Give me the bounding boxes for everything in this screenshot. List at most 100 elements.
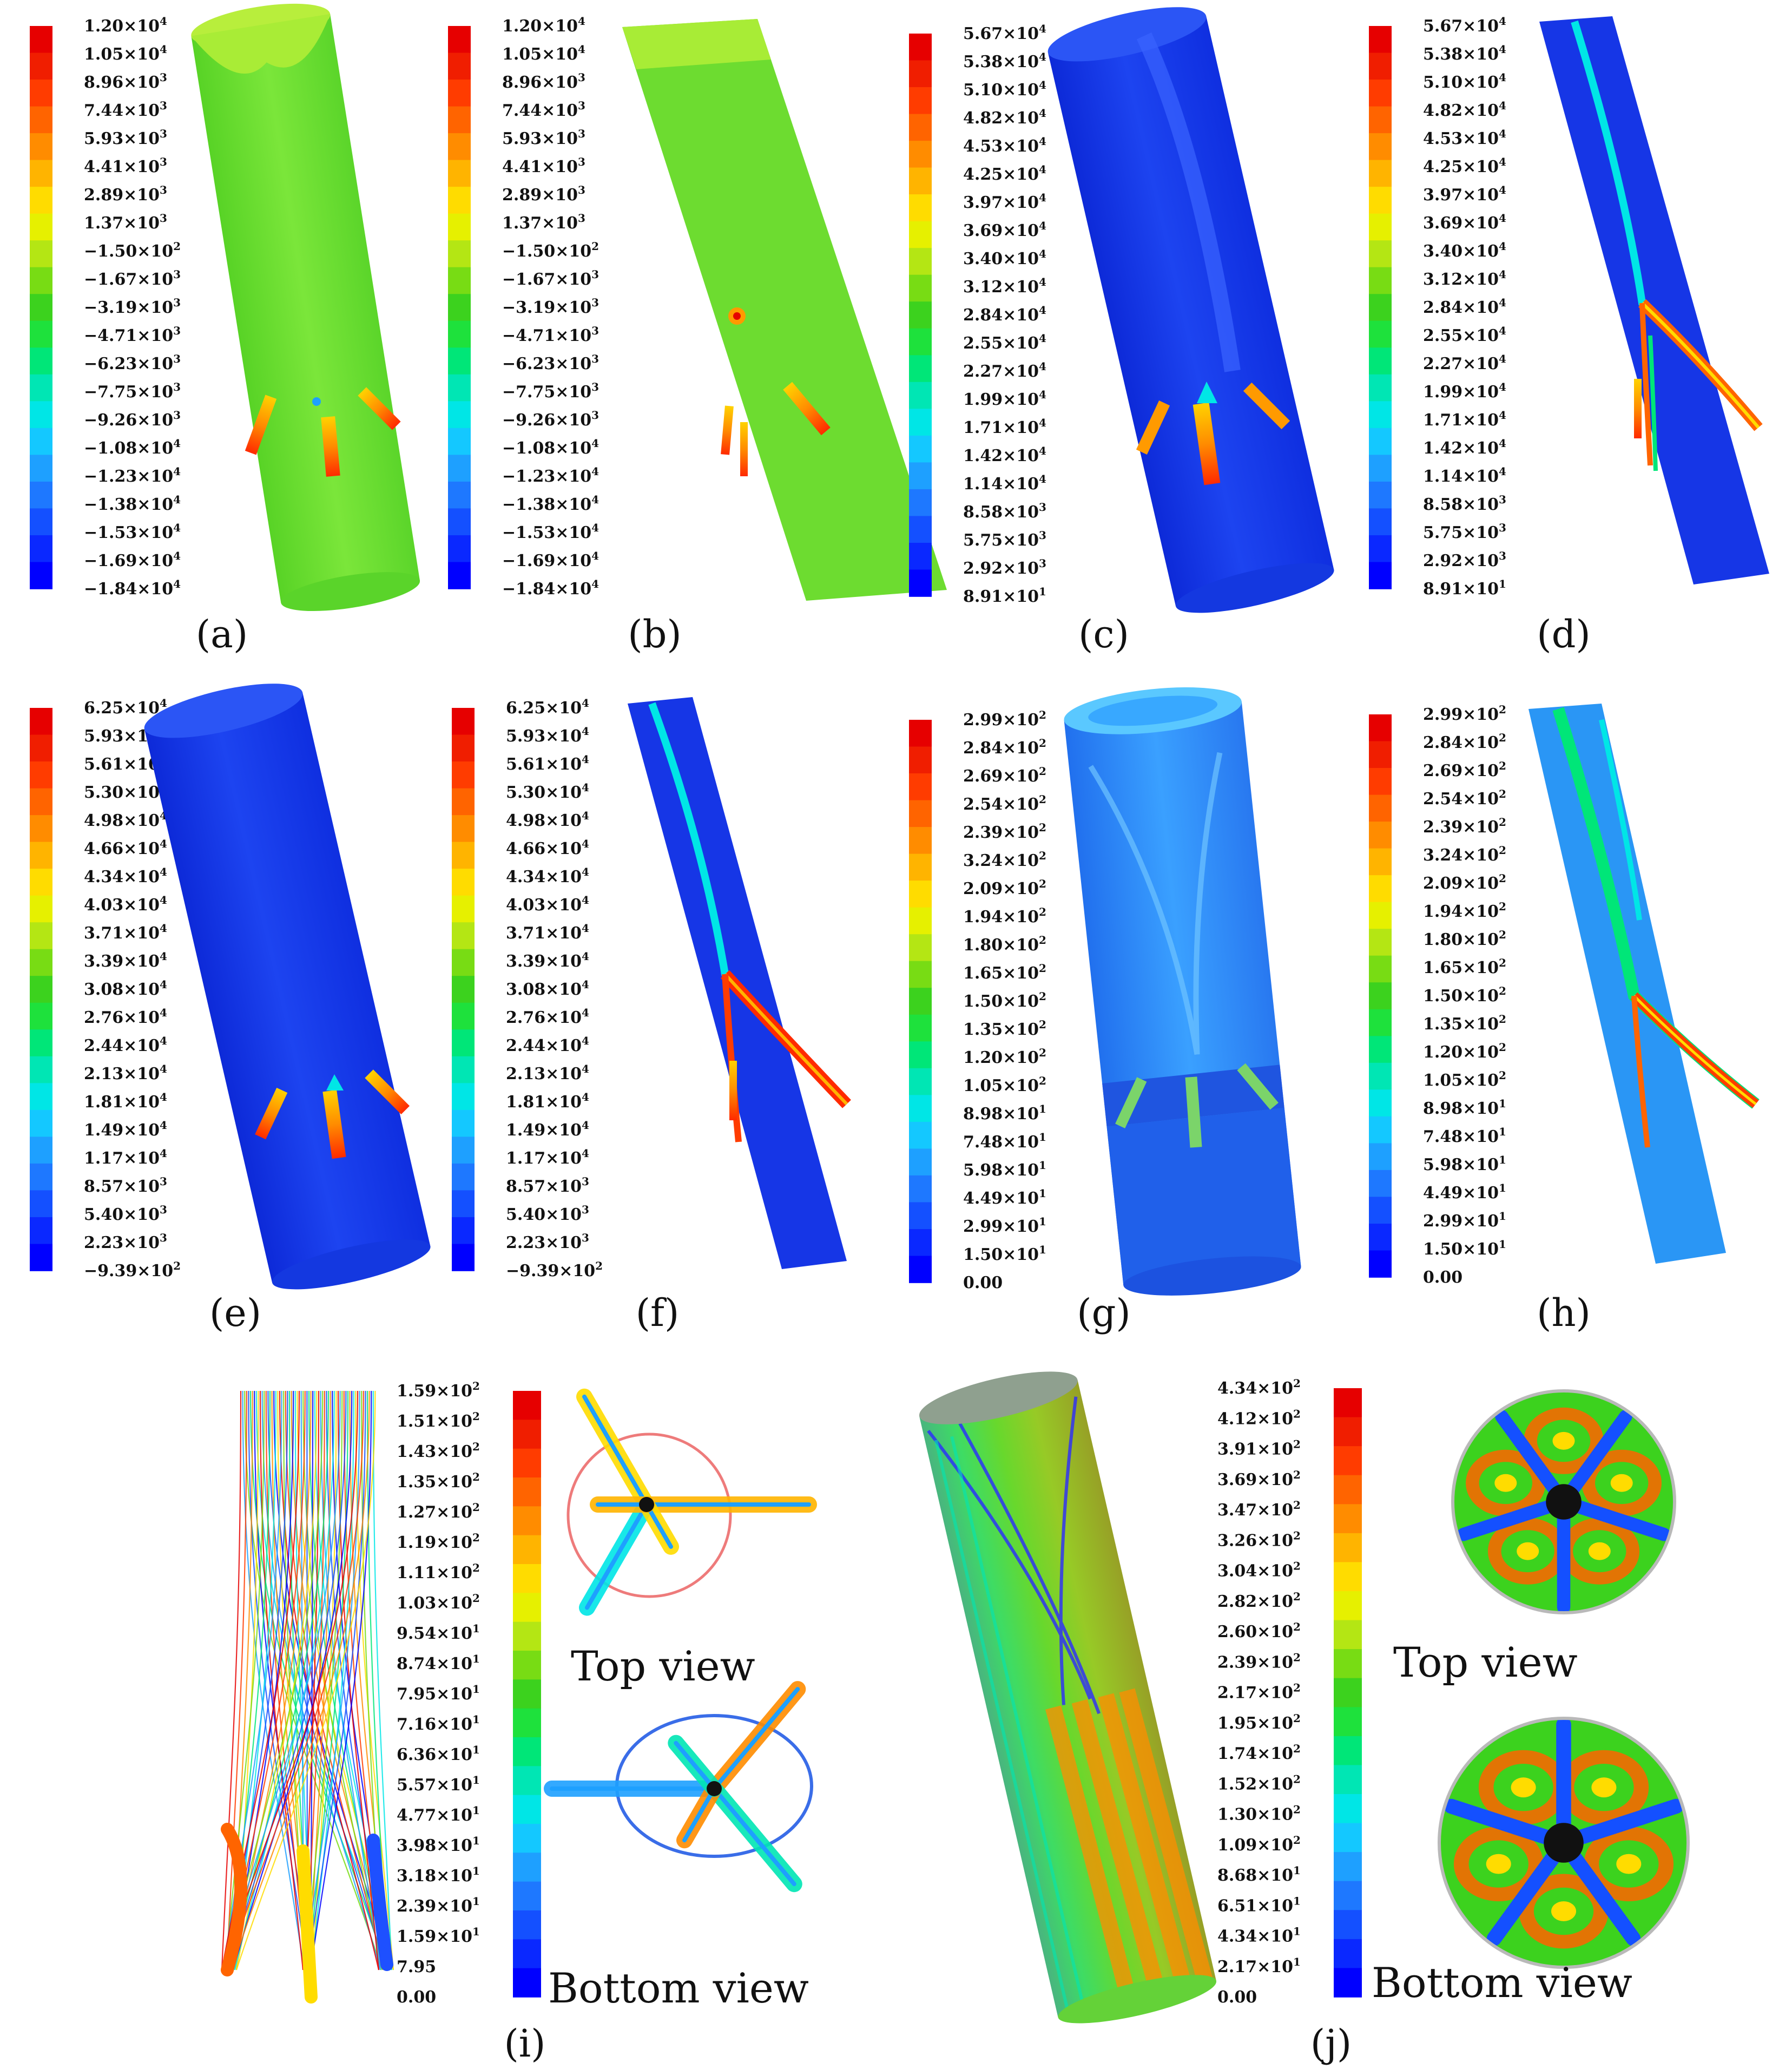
colorbar-swatch [1334, 1707, 1362, 1737]
vortex-cell-eye [1511, 1777, 1536, 1798]
streamline [248, 1390, 308, 1971]
colorbar-swatch [30, 374, 52, 402]
colorbar-tick-label: 4.25×104 [1423, 155, 1506, 176]
colorbar-tick-label: 2.99×101 [1423, 1210, 1506, 1231]
colorbar-swatch [448, 508, 471, 536]
colorbar-swatch [1334, 1939, 1362, 1969]
colorbar-tick-label: 4.41×103 [502, 155, 585, 176]
colorbar-tick-label: 1.27×102 [397, 1501, 480, 1522]
streamlines-side-view-i [221, 1390, 394, 2004]
colorbar-tick-label: 1.74×102 [1217, 1742, 1301, 1763]
panel-b: 1.20×104 1.05×104 8.96×103 7.44×103 5.93×103… [448, 15, 947, 656]
colorbar-swatch [30, 481, 52, 509]
colorbar-swatch [909, 141, 932, 168]
colorbar-tick-label: −1.08×104 [84, 437, 181, 458]
colorbar-tick-label: 3.39×104 [506, 950, 589, 971]
colorbar-swatch [30, 52, 52, 80]
colorbar-tick-label: 2.82×102 [1217, 1590, 1301, 1611]
colorbar-tick-label: 1.35×102 [963, 1018, 1046, 1039]
streamline [222, 1390, 341, 1971]
colorbar-swatch [1334, 1475, 1362, 1505]
colorbar-swatch [513, 1910, 541, 1940]
colorbar-tick-label: 1.71×104 [963, 416, 1046, 437]
colorbar-swatch [909, 720, 932, 747]
colorbar-tick-label: 1.19×102 [397, 1531, 480, 1552]
colorbar-swatch [513, 1881, 541, 1911]
colorbar-swatch [30, 1029, 52, 1057]
streamline [226, 1390, 364, 1971]
streamline [320, 1390, 381, 1971]
colorbar-swatch [513, 1824, 541, 1854]
colorbar-tick-label: 6.51×101 [1217, 1894, 1301, 1915]
streamline-arm-core [674, 1740, 716, 1791]
panel-d: 5.67×104 5.38×104 5.10×104 4.82×104 4.53×104… [1369, 15, 1769, 656]
colorbar-swatch [909, 60, 932, 88]
colorbar-swatch [909, 34, 932, 61]
colorbar-swatch [1369, 562, 1392, 589]
colorbar-swatch [30, 788, 52, 816]
panel-c: 5.67×104 5.38×104 5.10×104 4.82×104 4.53×104… [909, 7, 1334, 656]
colorbar-tick-label: 7.44×103 [84, 99, 167, 120]
colorbar-tick-label: 4.77×101 [397, 1804, 480, 1825]
colorbar-swatch [1369, 428, 1392, 456]
colorbar-tick-label: 8.58×103 [963, 501, 1046, 522]
colorbar-tick-label: −1.69×104 [84, 549, 181, 570]
colorbar-swatch [909, 435, 932, 463]
streamline [267, 1390, 386, 1971]
colorbar-swatch [1369, 187, 1392, 214]
colorbar-tick-label: 5.40×103 [506, 1203, 589, 1224]
colorbar-tick-label: 2.69×102 [963, 765, 1046, 786]
streamline [261, 1390, 381, 1971]
streamline-arm-core [712, 1687, 800, 1791]
colorbar-tick-label: 5.75×103 [963, 529, 1046, 550]
colorbar-swatch [452, 922, 475, 950]
colorbar-swatch [909, 569, 932, 597]
colorbar-tick-label: 2.55×104 [963, 332, 1046, 353]
colorbar-swatch [1369, 929, 1392, 956]
colorbar-swatch [30, 294, 52, 321]
colorbar-swatch [513, 1391, 541, 1421]
colorbar-tick-label: 4.12×102 [1217, 1407, 1301, 1428]
colorbar-swatch [448, 401, 471, 429]
colorbar-swatch [452, 734, 475, 762]
colorbar-tick-label: 2.44×104 [506, 1034, 589, 1055]
colorbar-swatch [513, 1679, 541, 1709]
colorbar-tick-label: 3.24×102 [1423, 844, 1506, 865]
colorbar-swatch [1369, 902, 1392, 929]
colorbar-tick-label: 1.65×102 [963, 962, 1046, 983]
colorbar-tick-label: 1.49×104 [506, 1119, 589, 1140]
colorbar-swatch [1334, 1678, 1362, 1708]
colorbar-tick-label: 0.00 [1217, 1988, 1257, 2007]
colorbar-swatch [1369, 875, 1392, 903]
vortex-cell-eye [1494, 1474, 1517, 1492]
colorbar-swatch [909, 1202, 932, 1230]
colorbar-swatch [1369, 160, 1392, 187]
colorbar-tick-label: 5.38×104 [963, 50, 1046, 71]
colorbar-swatch [513, 1651, 541, 1680]
streamline [303, 1390, 360, 1971]
colorbar-tick-label: 3.24×102 [963, 849, 1046, 870]
colorbar-swatch [30, 1109, 52, 1138]
colorbar-tick-label: 1.81×104 [506, 1091, 589, 1112]
colorbar-tick-label: 1.05×102 [963, 1074, 1046, 1095]
colorbar-tick-label: 1.51×102 [397, 1410, 480, 1431]
pressure-field-slice-b [622, 19, 947, 601]
colorbar-swatch [1369, 52, 1392, 80]
colorbar-swatch [1369, 133, 1392, 161]
colorbar-tick-label: 8.68×101 [1217, 1864, 1301, 1885]
colorbar-swatch [1369, 822, 1392, 849]
colorbar-swatch [513, 1708, 541, 1738]
colorbar-tick-label: −1.67×103 [84, 268, 181, 289]
colorbar-tick-label: 8.98×101 [963, 1102, 1046, 1124]
panel-label-j: (j) [1310, 2021, 1352, 2066]
colorbar-swatch [1369, 80, 1392, 107]
colorbar-swatch [909, 301, 932, 329]
colorbar-tick-label: 2.60×102 [1217, 1620, 1301, 1641]
colorbar-tick-label: 8.96×103 [84, 71, 167, 92]
colorbar-tick-label: 5.67×104 [963, 22, 1046, 43]
colorbar-tick-label: 5.67×104 [1423, 15, 1506, 36]
panel-label-a: (a) [196, 612, 248, 656]
colorbar-swatch [1369, 1009, 1392, 1037]
colorbar-tick-label: 3.08×104 [506, 978, 589, 999]
colorbar-swatch [909, 194, 932, 222]
